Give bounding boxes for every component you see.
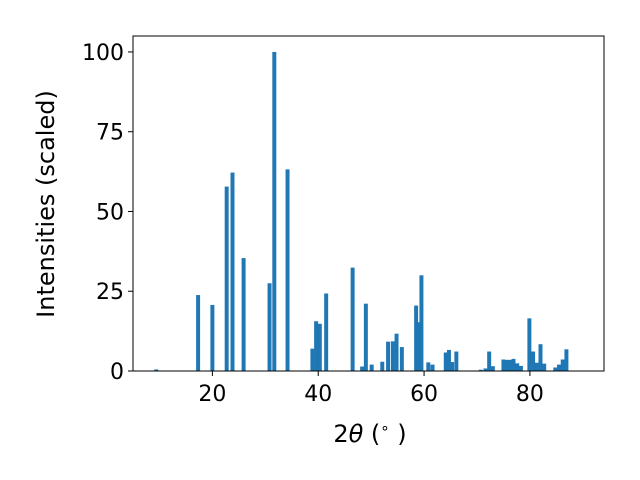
x-axis-ticks: 20 40 60 80 <box>198 371 544 407</box>
bar <box>350 267 355 371</box>
bar <box>564 349 569 371</box>
bar <box>317 323 322 371</box>
y-tick-label: 100 <box>82 41 124 66</box>
bar <box>511 358 516 371</box>
bar <box>501 359 506 371</box>
x-tick-label: 60 <box>410 382 438 407</box>
bar <box>534 362 539 371</box>
bar <box>369 364 374 371</box>
y-tick-label: 25 <box>96 280 124 305</box>
bar <box>490 366 495 371</box>
x-tick-label: 80 <box>516 382 544 407</box>
bar <box>210 304 215 371</box>
bar-series <box>154 51 569 371</box>
bar <box>443 352 448 371</box>
y-tick-label: 50 <box>96 200 124 225</box>
bar <box>508 359 513 371</box>
y-axis-ticks: 0 25 50 75 100 <box>82 41 133 385</box>
bar <box>399 347 404 371</box>
bar <box>419 275 424 371</box>
bar <box>390 341 395 371</box>
bar <box>360 366 365 371</box>
bar <box>430 364 435 371</box>
bar <box>272 51 277 371</box>
bar <box>241 258 246 371</box>
bar <box>557 364 561 371</box>
bar <box>542 363 547 371</box>
bar <box>324 293 329 371</box>
bar <box>154 369 159 371</box>
bar <box>527 318 532 371</box>
y-tick-label: 0 <box>110 360 124 385</box>
bar <box>230 172 235 371</box>
bar <box>285 169 290 371</box>
bar <box>363 303 368 371</box>
bar <box>426 362 431 371</box>
bar <box>518 365 523 371</box>
bar <box>196 295 201 371</box>
bar <box>267 283 272 371</box>
x-tick-label: 20 <box>198 382 226 407</box>
bar <box>416 322 421 371</box>
bar <box>386 341 391 371</box>
bar <box>314 321 319 371</box>
bar <box>478 369 483 371</box>
bar <box>446 349 451 371</box>
bar <box>450 362 455 371</box>
y-axis-title: Intensities (scaled) <box>32 90 60 318</box>
bar <box>483 368 488 371</box>
plot-background <box>133 36 604 371</box>
y-tick-label: 75 <box>96 121 124 146</box>
bar <box>560 359 565 371</box>
bar <box>553 367 558 371</box>
bar <box>515 363 520 371</box>
bar <box>504 359 509 371</box>
x-tick-label: 40 <box>304 382 332 407</box>
bar <box>531 351 536 371</box>
x-axis-title: 2θ (∘ ) <box>333 419 406 448</box>
bar <box>380 361 385 371</box>
bar <box>454 351 459 371</box>
bar <box>538 344 543 371</box>
bar <box>310 348 315 371</box>
bar <box>414 305 419 371</box>
bar <box>224 186 229 371</box>
plot-frame <box>132 35 605 372</box>
bar <box>487 351 492 371</box>
bar <box>394 333 399 371</box>
